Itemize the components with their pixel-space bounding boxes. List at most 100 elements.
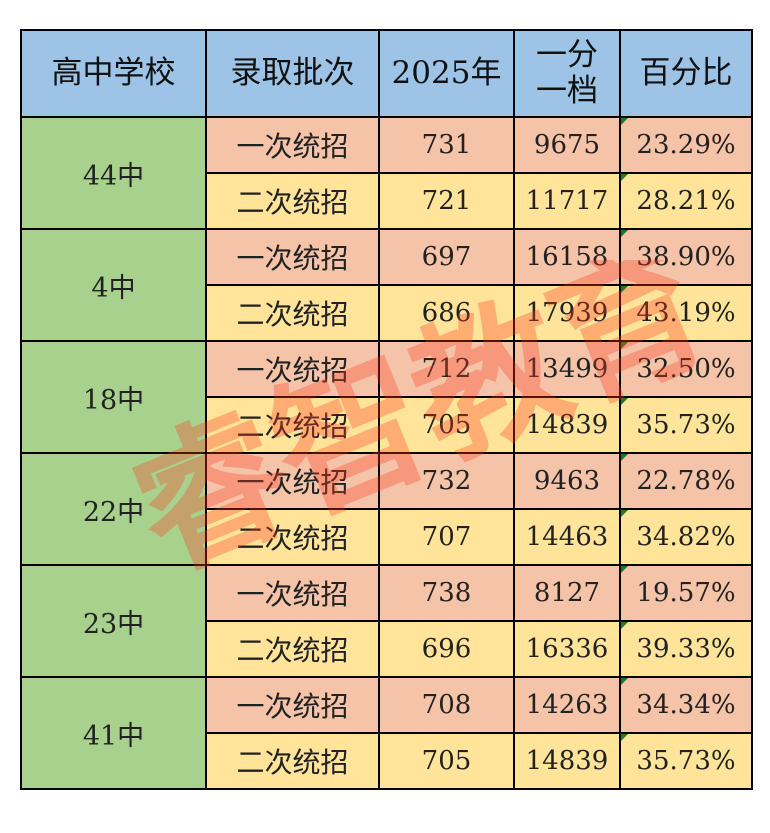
percent-value: 35.73% bbox=[636, 746, 736, 776]
score-cell: 732 bbox=[378, 452, 515, 510]
batch-cell: 二次统招 bbox=[205, 284, 380, 342]
batch-cell: 二次统招 bbox=[205, 732, 380, 790]
header-rank: 一分 一档 bbox=[513, 29, 621, 118]
percent-value: 34.34% bbox=[636, 690, 736, 720]
batch-cell: 一次统招 bbox=[205, 116, 380, 174]
header-rank-line1: 一分 bbox=[536, 36, 598, 73]
school-name: 44中 bbox=[20, 116, 207, 230]
percent-cell: 23.29% bbox=[619, 116, 753, 174]
table-row: 二次统招 696 16336 39.33% bbox=[21, 620, 753, 678]
table-row: 二次统招 707 14463 34.82% bbox=[21, 508, 753, 566]
school-name: 23中 bbox=[20, 564, 207, 678]
error-indicator-icon bbox=[621, 342, 628, 349]
batch-cell: 一次统招 bbox=[205, 452, 380, 510]
percent-cell: 38.90% bbox=[619, 228, 753, 286]
batch-cell: 二次统招 bbox=[205, 172, 380, 230]
score-cell: 696 bbox=[378, 620, 515, 678]
rank-cell: 16336 bbox=[513, 620, 621, 678]
error-indicator-icon bbox=[621, 230, 628, 237]
header-school: 高中学校 bbox=[20, 29, 207, 118]
score-cell: 707 bbox=[378, 508, 515, 566]
percent-value: 22.78% bbox=[636, 466, 736, 496]
table-row: 23中 一次统招 738 8127 19.57% bbox=[20, 564, 753, 678]
table-row: 41中 一次统招 708 14263 34.34% bbox=[20, 676, 753, 790]
score-cell: 705 bbox=[378, 396, 515, 454]
percent-value: 43.19% bbox=[636, 298, 736, 328]
school-name: 22中 bbox=[20, 452, 207, 566]
school-name: 4中 bbox=[20, 228, 207, 342]
rank-cell: 11717 bbox=[513, 172, 621, 230]
admission-score-table: 高中学校 录取批次 2025年 一分 一档 百分比 44中 一次统招 731 9675… bbox=[20, 29, 753, 790]
percent-cell: 28.21% bbox=[619, 172, 753, 230]
table-body: 44中 一次统招 731 9675 23.29% 二次统招 721 11717 28.21% 4中… bbox=[20, 116, 753, 790]
rank-cell: 9675 bbox=[513, 116, 621, 174]
table-row: 22中 一次统招 732 9463 22.78% bbox=[20, 452, 753, 566]
table-row: 4中 一次统招 697 16158 38.90% bbox=[20, 228, 753, 342]
rank-cell: 8127 bbox=[513, 564, 621, 622]
table-row: 二次统招 705 14839 35.73% bbox=[21, 396, 753, 454]
rank-cell: 17939 bbox=[513, 284, 621, 342]
rank-cell: 13499 bbox=[513, 340, 621, 398]
score-cell: 686 bbox=[378, 284, 515, 342]
error-indicator-icon bbox=[621, 566, 628, 573]
header-rank-line2: 一档 bbox=[536, 72, 598, 109]
rank-cell: 14463 bbox=[513, 508, 621, 566]
table-row: 44中 一次统招 731 9675 23.29% bbox=[20, 116, 753, 230]
percent-value: 19.57% bbox=[636, 578, 736, 608]
error-indicator-icon bbox=[621, 622, 628, 629]
rank-cell: 14263 bbox=[513, 676, 621, 734]
percent-value: 38.90% bbox=[636, 242, 736, 272]
table-row: 二次统招 705 14839 35.73% bbox=[21, 732, 753, 790]
school-name: 41中 bbox=[20, 676, 207, 790]
error-indicator-icon bbox=[621, 734, 628, 741]
error-indicator-icon bbox=[621, 510, 628, 517]
percent-value: 32.50% bbox=[636, 354, 736, 384]
percent-cell: 43.19% bbox=[619, 284, 753, 342]
error-indicator-icon bbox=[621, 286, 628, 293]
batch-cell: 一次统招 bbox=[205, 676, 380, 734]
percent-cell: 34.34% bbox=[619, 676, 753, 734]
batch-cell: 二次统招 bbox=[205, 620, 380, 678]
batch-cell: 一次统招 bbox=[205, 228, 380, 286]
header-row: 高中学校 录取批次 2025年 一分 一档 百分比 bbox=[20, 29, 753, 118]
rank-cell: 14839 bbox=[513, 732, 621, 790]
percent-cell: 32.50% bbox=[619, 340, 753, 398]
percent-cell: 34.82% bbox=[619, 508, 753, 566]
rank-cell: 14839 bbox=[513, 396, 621, 454]
rank-cell: 16158 bbox=[513, 228, 621, 286]
percent-cell: 35.73% bbox=[619, 396, 753, 454]
percent-value: 34.82% bbox=[636, 522, 736, 552]
score-cell: 731 bbox=[378, 116, 515, 174]
percent-cell: 39.33% bbox=[619, 620, 753, 678]
header-percent: 百分比 bbox=[619, 29, 753, 118]
percent-value: 39.33% bbox=[636, 634, 736, 664]
percent-cell: 22.78% bbox=[619, 452, 753, 510]
score-cell: 697 bbox=[378, 228, 515, 286]
score-cell: 738 bbox=[378, 564, 515, 622]
batch-cell: 二次统招 bbox=[205, 396, 380, 454]
error-indicator-icon bbox=[621, 118, 628, 125]
school-name: 18中 bbox=[20, 340, 207, 454]
error-indicator-icon bbox=[621, 174, 628, 181]
error-indicator-icon bbox=[621, 398, 628, 405]
batch-cell: 一次统招 bbox=[205, 564, 380, 622]
percent-value: 35.73% bbox=[636, 410, 736, 440]
score-cell: 721 bbox=[378, 172, 515, 230]
batch-cell: 一次统招 bbox=[205, 340, 380, 398]
score-cell: 712 bbox=[378, 340, 515, 398]
percent-cell: 35.73% bbox=[619, 732, 753, 790]
percent-value: 23.29% bbox=[636, 130, 736, 160]
header-batch: 录取批次 bbox=[205, 29, 380, 118]
batch-cell: 二次统招 bbox=[205, 508, 380, 566]
table-row: 18中 一次统招 712 13499 32.50% bbox=[20, 340, 753, 454]
score-cell: 708 bbox=[378, 676, 515, 734]
percent-value: 28.21% bbox=[636, 186, 736, 216]
table-row: 二次统招 721 11717 28.21% bbox=[21, 172, 753, 230]
error-indicator-icon bbox=[621, 678, 628, 685]
error-indicator-icon bbox=[621, 454, 628, 461]
table-row: 二次统招 686 17939 43.19% bbox=[21, 284, 753, 342]
rank-cell: 9463 bbox=[513, 452, 621, 510]
score-cell: 705 bbox=[378, 732, 515, 790]
percent-cell: 19.57% bbox=[619, 564, 753, 622]
header-year: 2025年 bbox=[378, 29, 515, 118]
